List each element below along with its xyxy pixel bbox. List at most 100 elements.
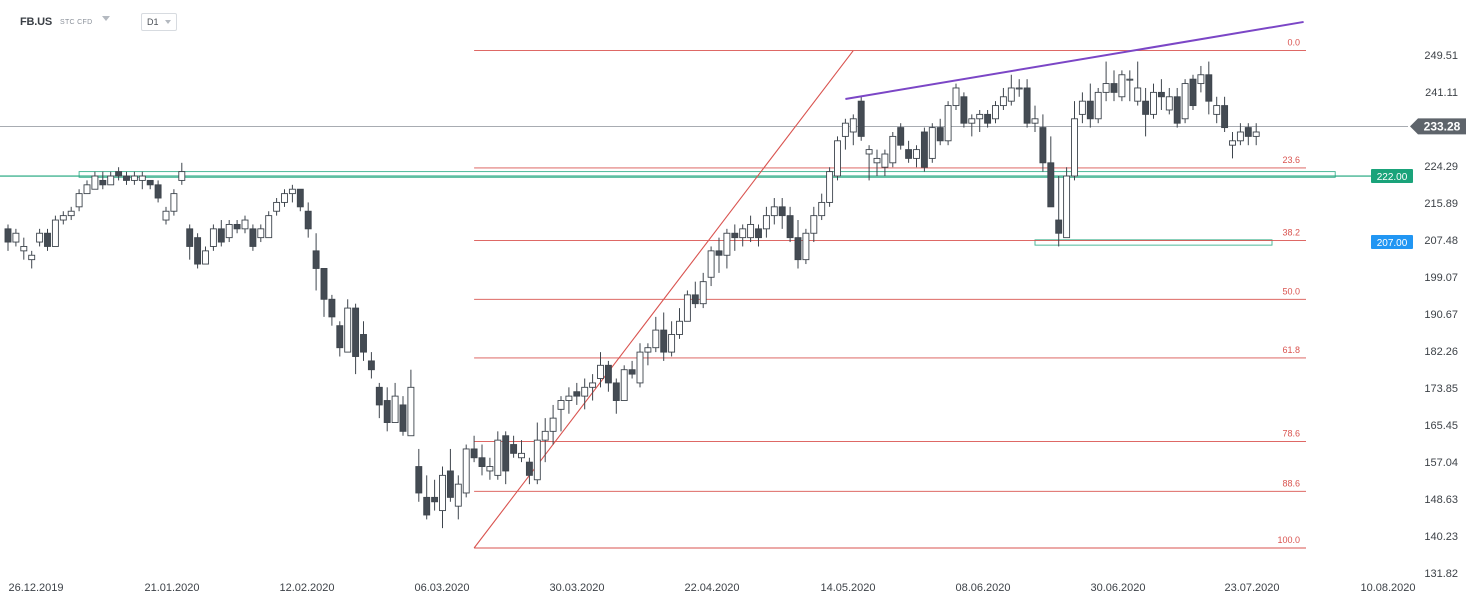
candle	[1055, 219, 1063, 234]
candle	[470, 448, 478, 459]
candle	[920, 131, 928, 168]
candle	[533, 439, 541, 481]
candle	[889, 135, 897, 164]
candle	[130, 175, 138, 181]
candle	[281, 193, 288, 203]
candle	[202, 250, 209, 265]
candle	[778, 206, 786, 217]
candle	[897, 127, 905, 146]
candle	[391, 395, 399, 423]
candle	[1197, 74, 1205, 85]
candle	[755, 228, 762, 239]
candle	[770, 206, 778, 217]
candle	[865, 149, 873, 155]
candle	[1134, 87, 1142, 102]
candle	[762, 215, 770, 230]
resistance-trendline	[845, 20, 1304, 100]
candle	[1229, 140, 1236, 146]
candle	[241, 219, 249, 230]
candle	[51, 219, 59, 247]
fib-label: 38.2	[1282, 228, 1300, 238]
support-zone-1	[1034, 239, 1273, 246]
candle	[454, 483, 462, 507]
candle	[1142, 100, 1150, 115]
candle	[1015, 87, 1023, 90]
candle	[557, 400, 565, 410]
candle	[984, 113, 992, 124]
timeframe-select[interactable]: D1	[141, 13, 177, 31]
candle	[1047, 162, 1055, 208]
candle	[1150, 91, 1157, 115]
candle	[446, 470, 454, 498]
candle	[83, 184, 91, 195]
candle	[1189, 78, 1197, 107]
x-tick-label: 22.04.2020	[684, 582, 739, 594]
candle	[123, 175, 130, 181]
fib-label: 78.6	[1282, 429, 1300, 439]
candle	[91, 175, 99, 190]
candle	[225, 223, 233, 239]
candle	[968, 118, 976, 124]
candle	[415, 466, 423, 494]
price-level-label: 207.00	[1377, 238, 1408, 249]
current-price-tag	[1410, 118, 1466, 135]
candle	[20, 245, 28, 252]
x-tick-label: 06.03.2020	[414, 582, 469, 594]
candle	[565, 395, 573, 401]
candle	[336, 325, 344, 349]
candle	[249, 228, 257, 247]
y-tick-label: 215.89	[1424, 198, 1458, 210]
x-tick-label: 10.08.2020	[1360, 582, 1415, 594]
x-tick-label: 21.01.2020	[144, 582, 199, 594]
candle	[265, 215, 273, 239]
candle	[999, 96, 1007, 107]
candle	[849, 118, 857, 133]
candle	[486, 466, 494, 472]
candle	[154, 184, 162, 199]
candle	[178, 171, 186, 181]
x-tick-label: 30.06.2020	[1090, 582, 1145, 594]
candle	[1173, 96, 1181, 124]
support-zone-0	[78, 171, 1336, 178]
x-tick-label: 12.02.2020	[279, 582, 334, 594]
candle	[747, 223, 755, 239]
symbol-dropdown-icon[interactable]	[102, 16, 110, 21]
candle	[367, 360, 375, 371]
candle	[1110, 83, 1118, 93]
candle	[1086, 100, 1094, 120]
candle	[620, 369, 628, 401]
candle	[1094, 91, 1102, 120]
candle	[794, 237, 802, 261]
candle	[67, 210, 75, 217]
candle	[628, 369, 636, 375]
candle	[612, 382, 620, 401]
candle	[541, 430, 549, 441]
candle	[731, 232, 739, 239]
symbol-label[interactable]: FB.US	[20, 16, 53, 28]
price-level-label: 222.00	[1377, 172, 1408, 183]
candle	[518, 452, 525, 459]
y-tick-label: 207.48	[1424, 235, 1458, 247]
candle	[1102, 83, 1110, 93]
candle	[162, 210, 170, 221]
candle	[928, 127, 936, 159]
candle	[360, 334, 367, 353]
candle	[328, 298, 336, 318]
x-tick-label: 23.07.2020	[1224, 582, 1279, 594]
candle	[304, 210, 312, 230]
candle	[905, 149, 913, 159]
y-tick-label: 224.29	[1424, 161, 1458, 173]
candle	[715, 250, 723, 256]
candle	[510, 444, 518, 454]
candle	[952, 87, 960, 107]
y-tick-label: 190.67	[1424, 309, 1458, 321]
candle	[581, 386, 589, 397]
candle	[1078, 100, 1086, 115]
candle	[1244, 127, 1252, 137]
candle	[841, 122, 849, 137]
candle	[344, 307, 352, 353]
candle	[549, 417, 557, 432]
candle	[217, 228, 225, 243]
candle	[1126, 78, 1134, 81]
